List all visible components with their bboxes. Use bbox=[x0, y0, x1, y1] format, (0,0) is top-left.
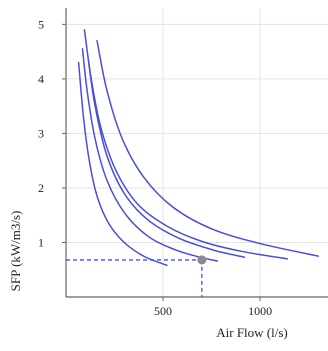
fan-curve-1 bbox=[77, 61, 168, 267]
y-tick-label: 2 bbox=[38, 181, 44, 195]
x-tick-label: 1000 bbox=[248, 304, 272, 318]
tick-labels: 1 2 3 4 5 500 1000 bbox=[38, 17, 272, 318]
x-tick-label: 500 bbox=[154, 304, 172, 318]
axes bbox=[65, 8, 328, 298]
series-lines bbox=[77, 29, 320, 267]
fan-curve-2 bbox=[81, 48, 219, 262]
fan-curve-4 bbox=[83, 29, 288, 260]
fan-curve-3 bbox=[87, 59, 246, 258]
y-tick-label: 5 bbox=[38, 17, 44, 31]
y-tick-label: 1 bbox=[38, 235, 44, 249]
x-axis-label: Air Flow (l/s) bbox=[216, 325, 288, 340]
y-tick-label: 3 bbox=[38, 126, 44, 140]
y-tick-label: 4 bbox=[38, 72, 44, 86]
y-axis-label: SFP (kW/m3/s) bbox=[8, 211, 23, 292]
operating-point-group bbox=[66, 255, 207, 297]
operating-point bbox=[197, 255, 207, 265]
fan-curve-5 bbox=[96, 39, 320, 257]
